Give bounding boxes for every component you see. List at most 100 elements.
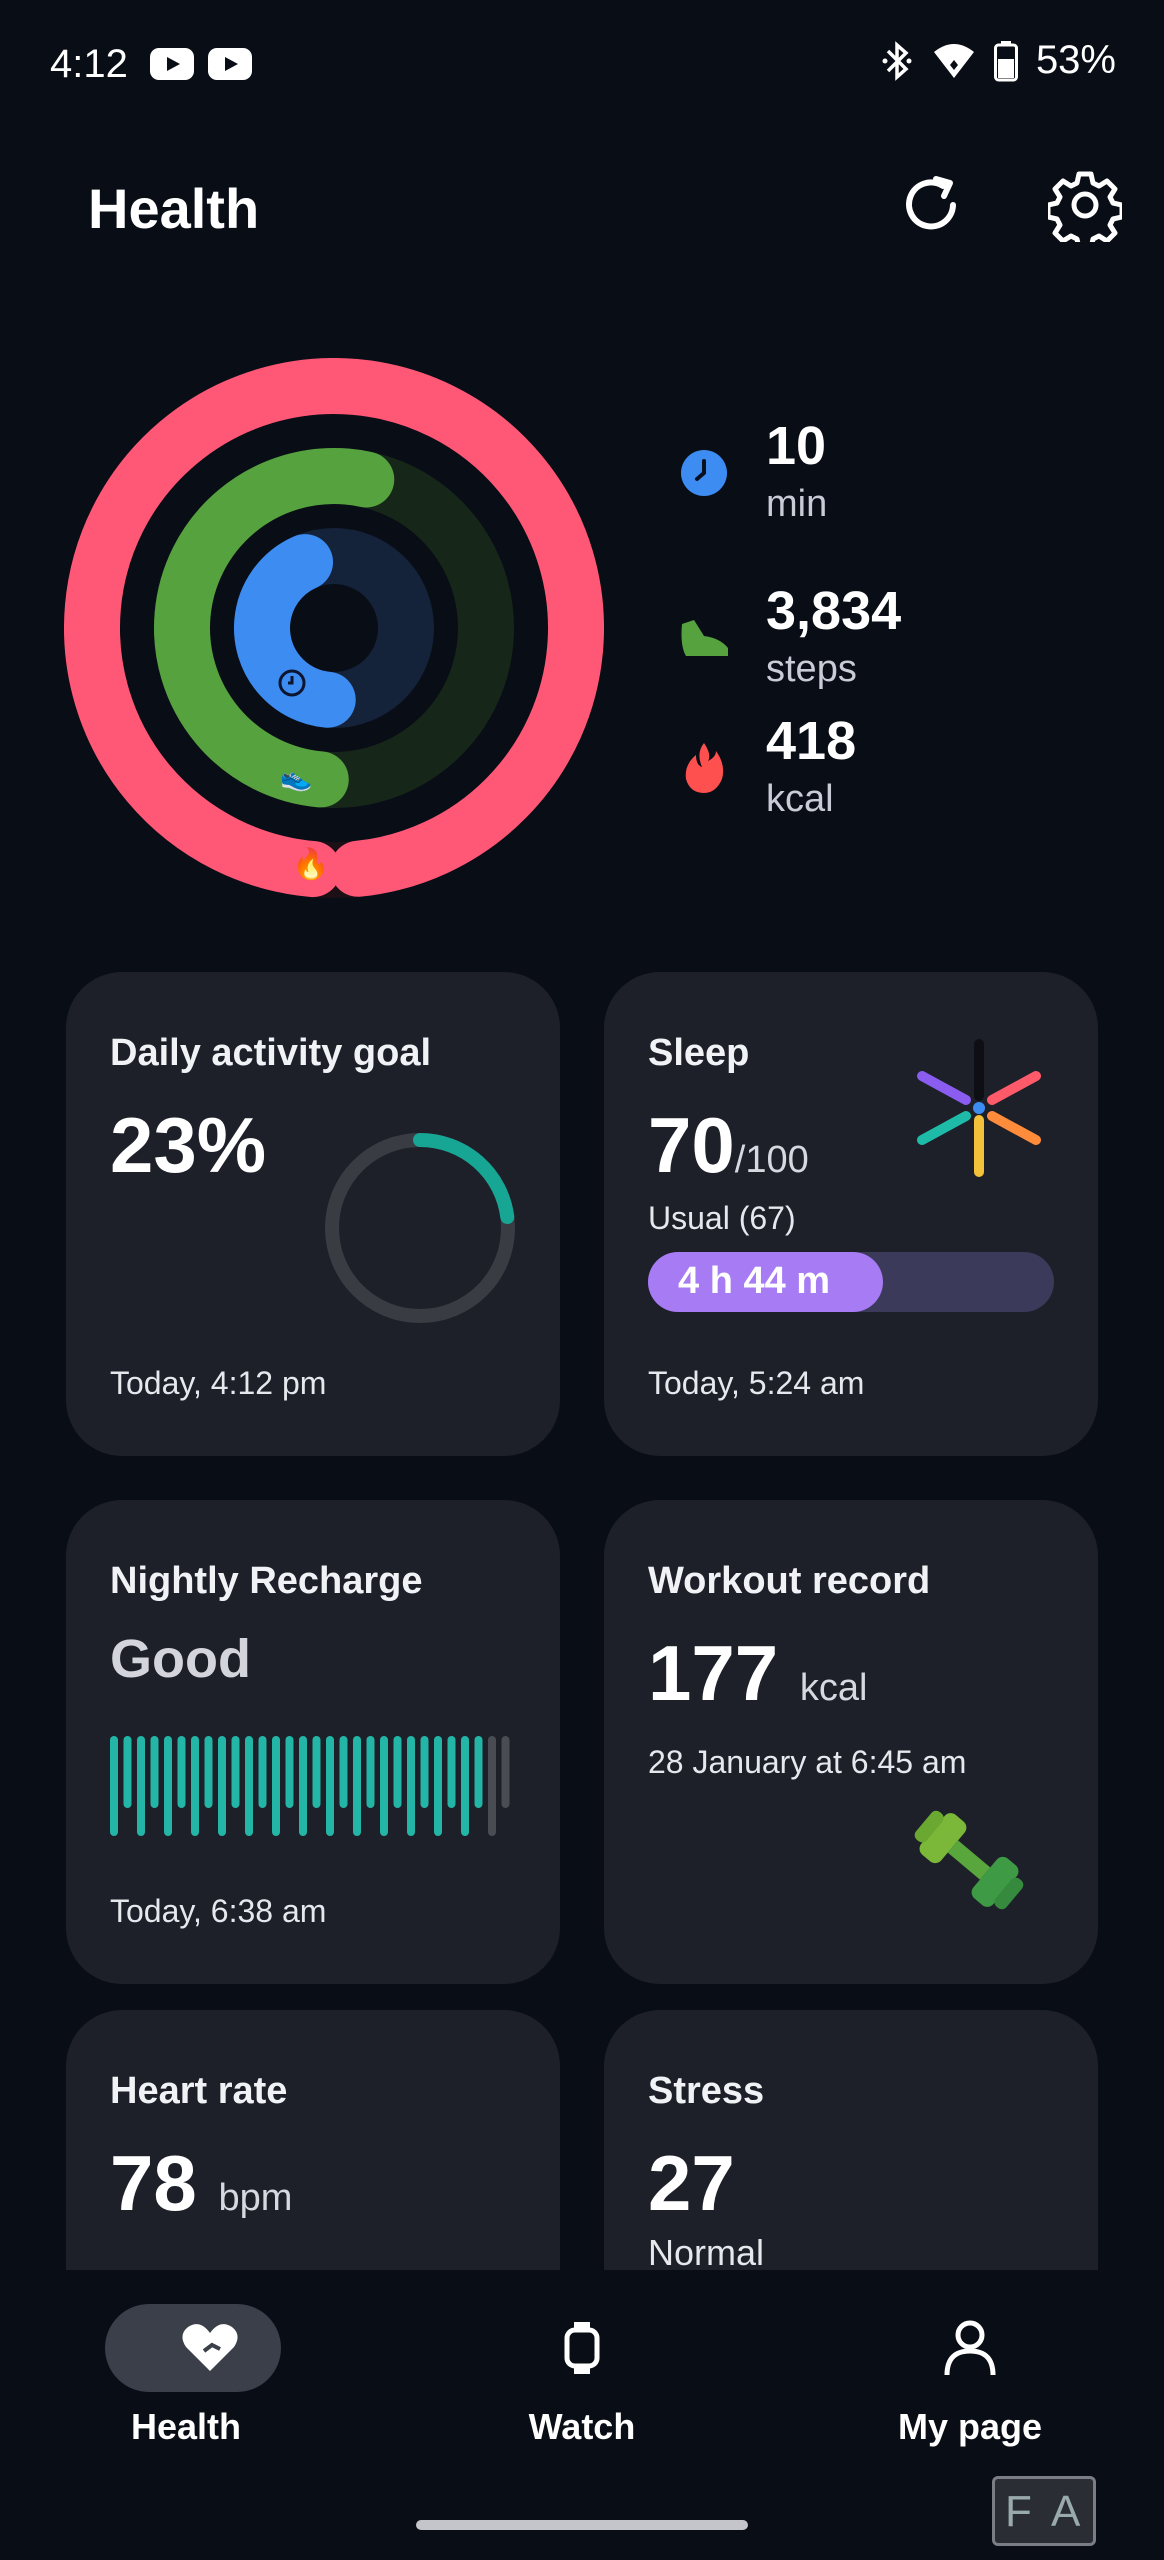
activity-progress-ring: [325, 1133, 515, 1323]
recharge-bar: [407, 1736, 415, 1836]
recharge-bar: [326, 1736, 334, 1836]
recharge-bar: [272, 1736, 280, 1836]
workout-value: 177 kcal: [648, 1629, 868, 1717]
sleep-card[interactable]: Sleep 70/100 Usual (67) 4 h 44 m Today, …: [604, 972, 1098, 1456]
nav-my-page[interactable]: My page: [820, 2300, 1120, 2460]
recharge-bar: [366, 1736, 375, 1808]
recharge-bar: [191, 1736, 199, 1836]
recharge-bar: [137, 1736, 145, 1836]
recharge-bar: [123, 1736, 132, 1808]
heart-rate-value: 78 bpm: [110, 2139, 293, 2227]
shoe-icon: [676, 610, 732, 666]
clock-icon: [676, 445, 732, 501]
recharge-bar: [312, 1736, 321, 1808]
youtube-icon: [150, 48, 194, 80]
sleep-usual: Usual (67): [648, 1200, 796, 1236]
stress-status: Normal: [648, 2232, 765, 2273]
recharge-bar: [258, 1736, 267, 1808]
nightly-recharge-card[interactable]: Nightly Recharge Good Today, 6:38 am: [66, 1500, 560, 1984]
recharge-bar: [447, 1736, 456, 1808]
heart-icon: [60, 2318, 360, 2378]
card-title: Heart rate: [110, 2070, 288, 2112]
sleep-stages-icon: [917, 1039, 1041, 1177]
wifi-icon: [933, 43, 974, 78]
page-title: Health: [88, 177, 260, 240]
workout-card[interactable]: Workout record 177 kcal 28 January at 6:…: [604, 1500, 1098, 1984]
daily-activity-card[interactable]: Daily activity goal 23% Today, 4:12 pm: [66, 972, 560, 1456]
nav-label: My page: [897, 2406, 1043, 2447]
recharge-bar: [218, 1736, 226, 1836]
steps-value: 3,834: [766, 581, 902, 641]
dumbbell-icon: [914, 1810, 1024, 1910]
sleep-duration-fill: [648, 1252, 884, 1312]
flame-icon: 🔥: [292, 846, 329, 881]
recharge-bar: [353, 1736, 361, 1836]
calories-value: 418: [766, 711, 857, 771]
recharge-bar: [488, 1736, 496, 1836]
battery-percent: 53%: [1035, 38, 1116, 82]
recharge-bar: [285, 1736, 294, 1808]
minutes-ring: [233, 528, 434, 728]
person-icon: [820, 2318, 1120, 2378]
recharge-bar: [420, 1736, 429, 1808]
card-title: Sleep: [648, 1032, 750, 1074]
status-time: 4:12: [50, 42, 128, 86]
overlay-badge: F A: [992, 2476, 1096, 2546]
recharge-bar: [461, 1736, 469, 1836]
recharge-bar: [150, 1736, 159, 1808]
recharge-bar: [245, 1736, 253, 1836]
minutes-value: 10: [766, 416, 827, 476]
recharge-bar: [434, 1736, 442, 1836]
card-title: Workout record: [648, 1560, 931, 1602]
sleep-duration: 4 h 44 m: [678, 1260, 831, 1302]
calories-ring: [64, 358, 604, 898]
calories-unit: kcal: [766, 778, 834, 820]
recharge-bar: [177, 1736, 186, 1808]
recharge-bar: [204, 1736, 213, 1808]
clock-icon: [278, 669, 306, 697]
nav-label: Health: [130, 2406, 242, 2447]
card-title: Daily activity goal: [110, 1032, 432, 1074]
workout-date: 28 January at 6:45 am: [648, 1744, 967, 1780]
refresh-button[interactable]: [886, 160, 976, 250]
activity-percent: 23%: [110, 1101, 267, 1189]
gear-icon: [1048, 171, 1122, 242]
steps-unit: steps: [766, 648, 857, 690]
sleep-score: 70/100: [648, 1101, 809, 1189]
recharge-bars: [110, 1736, 510, 1836]
refresh-icon: [906, 176, 956, 230]
watch-icon: [432, 2318, 732, 2378]
stress-value: 27: [648, 2139, 735, 2227]
status-icons: 53%: [880, 38, 1116, 83]
sleep-timestamp: Today, 5:24 am: [648, 1365, 865, 1401]
recharge-status: Good: [110, 1629, 251, 1689]
recharge-bar: [393, 1736, 402, 1808]
recharge-bar: [474, 1736, 483, 1808]
sleep-duration-bar: 4 h 44 m: [648, 1252, 1054, 1312]
settings-button[interactable]: [1040, 160, 1130, 250]
battery-icon: [993, 40, 1018, 81]
recharge-timestamp: Today, 6:38 am: [110, 1893, 327, 1929]
bluetooth-icon: [882, 40, 912, 81]
recharge-bar: [339, 1736, 348, 1808]
shoe-icon: 👟: [280, 762, 312, 793]
flame-icon: [676, 740, 732, 796]
activity-timestamp: Today, 4:12 pm: [110, 1365, 327, 1401]
youtube-icon: [208, 48, 252, 80]
recharge-bar: [299, 1736, 307, 1836]
card-title: Nightly Recharge: [110, 1560, 423, 1602]
activity-rings[interactable]: 🔥 👟: [64, 358, 604, 898]
nav-watch[interactable]: Watch: [432, 2300, 732, 2460]
recharge-bar: [501, 1736, 510, 1808]
recharge-bar: [164, 1736, 172, 1836]
minutes-unit: min: [766, 483, 828, 525]
nav-health[interactable]: Health: [60, 2300, 360, 2460]
nav-label: Watch: [528, 2406, 636, 2447]
recharge-bar: [231, 1736, 240, 1808]
home-indicator[interactable]: [416, 2520, 748, 2530]
steps-ring: [153, 448, 514, 808]
status-bar: 4:12 53%: [0, 0, 1164, 130]
card-title: Stress: [648, 2070, 765, 2112]
recharge-bar: [110, 1736, 118, 1836]
